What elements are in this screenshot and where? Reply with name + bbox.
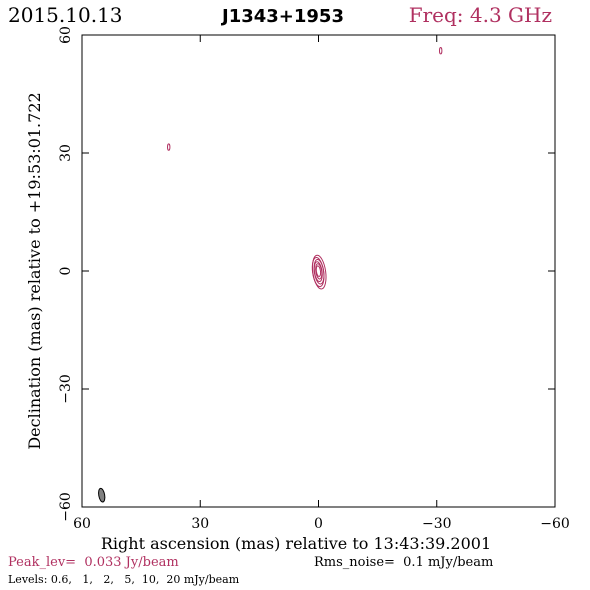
frequency-label: Freq: 4.3 GHz [409, 3, 552, 27]
y-tick-label: 60 [58, 26, 74, 44]
contour-levels: Levels: 0.6, 1, 2, 5, 10, 20 mJy/beam [8, 573, 240, 586]
contour-line [315, 265, 322, 278]
contour-component [311, 254, 327, 290]
peak-level: Peak_lev= 0.033 Jy/beam [8, 555, 179, 570]
contour-line [438, 47, 443, 55]
contour-components [167, 47, 443, 290]
x-tick-label: 60 [73, 516, 91, 532]
x-tick-label: 30 [191, 516, 209, 532]
y-tick-label: 30 [58, 144, 74, 162]
x-tick-label: −60 [540, 516, 570, 532]
beam-ellipse [98, 487, 106, 503]
contour-line [167, 143, 171, 151]
x-tick-label: −30 [422, 516, 452, 532]
contour-line [315, 263, 323, 280]
observation-date: 2015.10.13 [8, 3, 123, 27]
axis-ticks [81, 34, 556, 508]
contour-component [167, 143, 171, 151]
x-tick-labels: 60 30 0 −30 −60 [73, 516, 570, 532]
contour-component [438, 47, 443, 55]
y-tick-label: −30 [58, 374, 74, 404]
y-tick-label: −60 [58, 492, 74, 522]
y-tick-labels: 60 30 0 −30 −60 [58, 26, 74, 522]
source-name: J1343+1953 [220, 6, 344, 27]
plot-frame [81, 34, 556, 508]
y-tick-label: 0 [58, 267, 74, 276]
x-tick-label: 0 [314, 516, 323, 532]
rms-noise: Rms_noise= 0.1 mJy/beam [314, 555, 493, 570]
x-axis-label: Right ascension (mas) relative to 13:43:… [101, 534, 491, 553]
beam-shape [98, 487, 106, 503]
y-axis-label: Declination (mas) relative to +19:53:01.… [25, 92, 44, 449]
